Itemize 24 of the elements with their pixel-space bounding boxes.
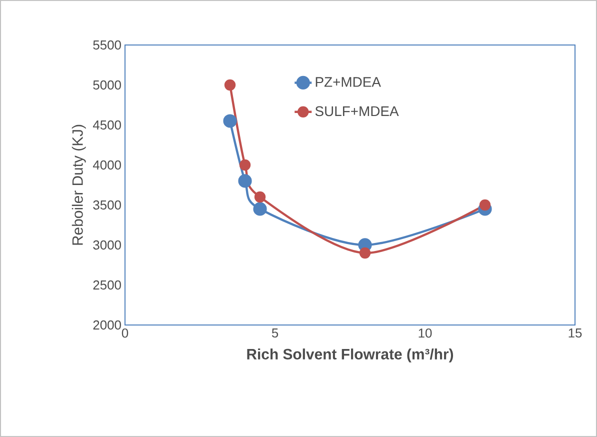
y-tick-label: 2500 xyxy=(93,280,121,290)
x-tick-label: 5 xyxy=(272,328,278,338)
y-tick-label: 4500 xyxy=(92,120,121,130)
x-axis-title: Rich Solvent Flowrate (m³/hr) xyxy=(247,348,454,362)
point xyxy=(224,79,236,91)
x-tick-label: 0 xyxy=(122,328,128,338)
point xyxy=(359,247,371,259)
point xyxy=(238,174,252,188)
y-tick-label: 3000 xyxy=(93,240,121,250)
y-tick-label: 4000 xyxy=(92,160,121,170)
point xyxy=(254,191,266,203)
point xyxy=(479,199,491,211)
x-tick-label: 10 xyxy=(418,328,432,338)
point xyxy=(253,202,267,216)
point xyxy=(239,159,251,171)
y-tick-label: 2000 xyxy=(93,320,121,330)
y-axis-title: Reboiler Duty (KJ) xyxy=(72,124,86,245)
x-tick-label: 15 xyxy=(568,328,582,338)
legend-label: SULF+MDEA xyxy=(315,106,399,116)
y-tick-label: 5500 xyxy=(93,40,121,50)
y-tick-label: 5000 xyxy=(93,80,121,90)
y-tick-label: 3500 xyxy=(93,200,121,210)
legend-label: PZ+MDEA xyxy=(316,77,381,87)
point xyxy=(223,114,237,128)
